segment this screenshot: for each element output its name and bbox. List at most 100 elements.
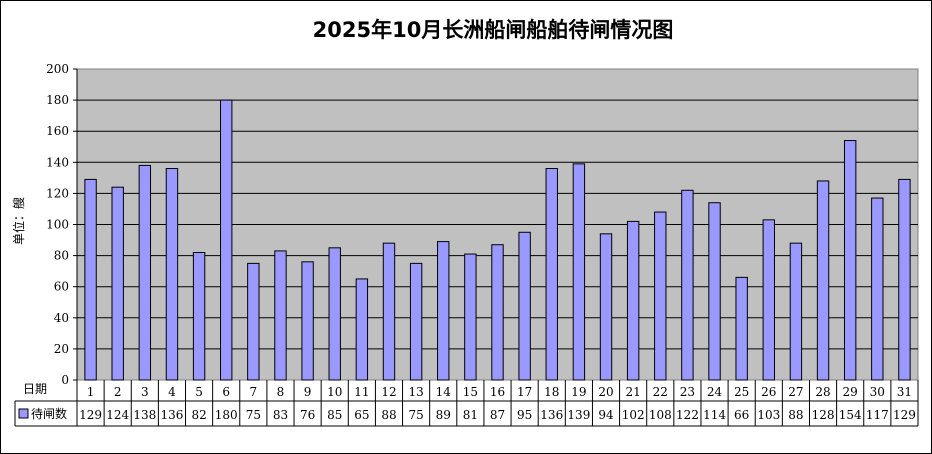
x-tick-label: 30	[870, 385, 885, 399]
x-tick-label: 4	[168, 385, 176, 399]
bar	[491, 244, 504, 381]
table-value: 76	[300, 408, 315, 422]
bar	[654, 211, 667, 381]
y-tick-label: 160	[46, 124, 69, 138]
y-tick-label: 20	[54, 342, 69, 356]
x-tick-label: 6	[222, 385, 230, 399]
table-value: 95	[517, 408, 532, 422]
x-tick-label: 23	[680, 385, 695, 399]
table-value: 180	[215, 408, 238, 422]
bar	[816, 180, 830, 381]
bar	[464, 253, 477, 381]
bar	[355, 278, 369, 381]
y-tick-label: 120	[46, 186, 69, 200]
table-value: 81	[463, 408, 478, 422]
x-tick-label: 1	[87, 385, 95, 399]
bar	[762, 219, 775, 381]
table-value: 89	[436, 408, 451, 422]
bar	[843, 140, 857, 381]
bar	[220, 99, 233, 381]
bar	[708, 202, 721, 381]
table-value: 136	[540, 408, 563, 422]
table-value: 124	[106, 408, 129, 422]
table-value: 114	[703, 408, 726, 422]
x-tick-label: 31	[897, 385, 912, 399]
table-value: 88	[788, 408, 803, 422]
x-tick-label: 17	[517, 385, 532, 399]
bar	[437, 241, 450, 381]
x-tick-label: 9	[304, 385, 312, 399]
table-value: 82	[191, 408, 206, 422]
table-value: 136	[160, 408, 183, 422]
table-value: 75	[408, 408, 423, 422]
x-tick-label: 13	[408, 385, 423, 399]
bar	[409, 262, 423, 381]
y-tick-label: 140	[46, 155, 69, 169]
table-value: 87	[490, 408, 505, 422]
x-tick-label: 26	[761, 385, 776, 399]
table-value: 66	[734, 408, 749, 422]
x-tick-label: 10	[327, 385, 342, 399]
y-tick-label: 100	[46, 218, 69, 232]
table-value: 102	[622, 408, 645, 422]
table-value: 85	[327, 408, 342, 422]
bar	[871, 197, 884, 381]
bar	[138, 164, 152, 381]
x-tick-label: 25	[734, 385, 749, 399]
x-tick-label: 2	[114, 385, 122, 399]
table-value: 129	[79, 408, 102, 422]
x-axis-label: 日期	[23, 382, 47, 396]
y-tick-label: 60	[54, 280, 69, 294]
y-tick-label: 80	[54, 249, 69, 263]
bar	[518, 231, 531, 381]
table-value: 129	[893, 408, 916, 422]
x-tick-label: 18	[544, 385, 559, 399]
x-tick-label: 27	[788, 385, 803, 399]
table-value: 122	[676, 408, 699, 422]
x-tick-label: 5	[195, 385, 203, 399]
table-value: 139	[567, 408, 590, 422]
bar	[681, 189, 694, 381]
bar	[301, 261, 314, 381]
bar	[165, 168, 179, 381]
table-value: 117	[866, 408, 889, 422]
bar	[789, 242, 803, 381]
table-value: 128	[812, 408, 835, 422]
bar	[545, 168, 558, 381]
x-tick-label: 21	[626, 385, 641, 399]
x-tick-label: 12	[381, 385, 396, 399]
bar	[382, 242, 396, 381]
x-tick-label: 28	[815, 385, 830, 399]
x-tick-label: 7	[250, 385, 258, 399]
gridlines	[77, 99, 918, 350]
table-value: 75	[246, 408, 261, 422]
table-value: 103	[757, 408, 780, 422]
y-axis-ticks: 0 20 40 60 80 100 120 140 160 180 200	[46, 62, 77, 387]
table-value: 94	[598, 408, 614, 422]
x-tick-label: 22	[653, 385, 668, 399]
x-tick-label: 29	[843, 385, 858, 399]
bar	[898, 178, 911, 381]
table-value: 154	[839, 408, 862, 422]
x-tick-label: 3	[141, 385, 149, 399]
bar	[626, 220, 640, 381]
table-value: 83	[273, 408, 288, 422]
x-tick-label: 20	[598, 385, 613, 399]
table-value: 88	[381, 408, 396, 422]
series-legend-key	[18, 408, 29, 419]
bar	[599, 233, 613, 381]
bar	[192, 251, 206, 381]
x-tick-label: 14	[436, 385, 452, 399]
y-axis-label: 单位：艘	[11, 197, 26, 245]
y-tick-label: 180	[46, 93, 69, 107]
bar	[111, 186, 124, 381]
table-value: 108	[649, 408, 672, 422]
x-tick-label: 8	[277, 385, 285, 399]
bars	[84, 99, 911, 381]
table-value: 65	[354, 408, 369, 422]
y-tick-label: 200	[46, 62, 69, 76]
bar	[328, 247, 341, 381]
y-tick-label: 0	[61, 373, 69, 387]
